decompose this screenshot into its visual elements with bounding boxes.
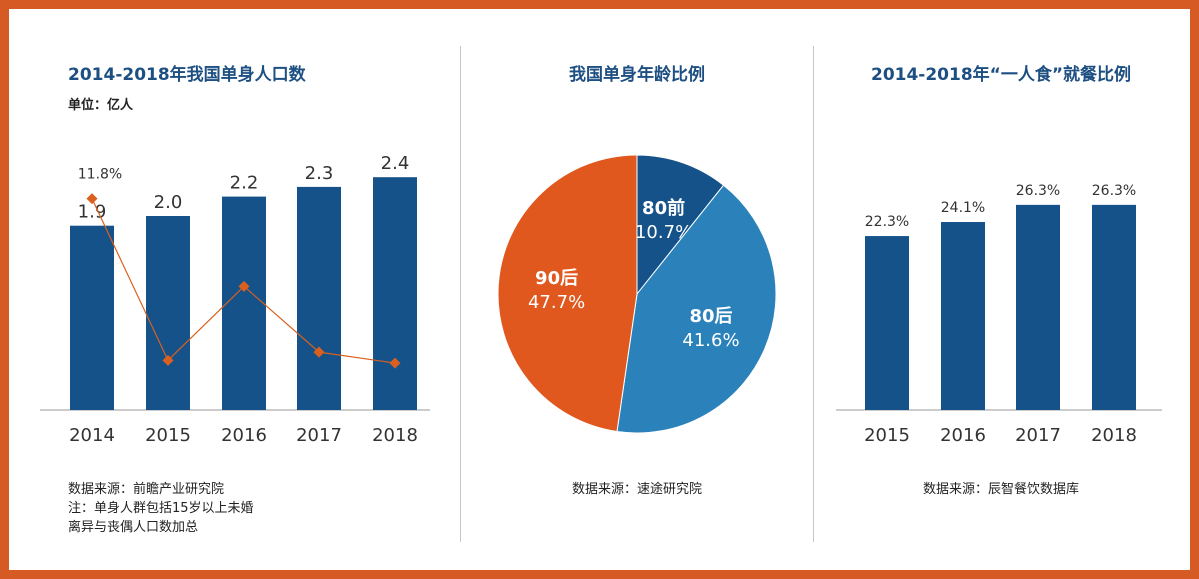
chart1-tick-2014: 2014 [69, 425, 115, 446]
chart1-tick-2017: 2017 [296, 425, 342, 446]
chart1-bar-label-2015: 2.0 [154, 192, 183, 213]
chart3-bar-label-2015: 22.3% [865, 214, 909, 230]
chart3-bar-2015 [865, 236, 909, 410]
chart1-bar-2018 [373, 177, 417, 410]
chart2-slice-label-90后: 47.7% [528, 292, 585, 313]
panel1-title: 2014-2018年我国单身人口数 [68, 65, 306, 85]
chart2-slice-label-80后: 41.6% [682, 330, 739, 351]
panel2-note: 数据来源：速途研究院 [571, 482, 703, 497]
chart1-line-point-2018 [389, 357, 401, 369]
chart2-slice-name-80前: 80前 [642, 197, 685, 219]
chart3-bar-2018 [1092, 204, 1136, 410]
chart1-line-label-2014: 11.8% [78, 167, 122, 183]
chart1-bar-label-2017: 2.3 [305, 163, 334, 184]
chart3-bar-2017 [1016, 204, 1060, 410]
panel2-title: 我国单身年龄比例 [569, 65, 705, 85]
chart1-bar-label-2018: 2.4 [381, 153, 410, 174]
chart1-line-point-2015 [162, 354, 174, 366]
chart1-line-point-2014 [86, 193, 98, 205]
chart3-tick-2015: 2015 [864, 425, 910, 446]
chart3-bar-label-2016: 24.1% [941, 200, 985, 216]
chart2-slice-80后 [616, 184, 777, 434]
chart2-slice-label-80前: 10.7% [635, 222, 692, 243]
chart1-tick-2016: 2016 [221, 425, 267, 446]
panel1-note-line3: 离异与丧偶人口数加总 [68, 520, 199, 535]
chart3-tick-2017: 2017 [1015, 425, 1061, 446]
chart1-bar-label-2014: 1.9 [78, 202, 107, 223]
chart1-bar-label-2016: 2.2 [230, 173, 259, 194]
panel1-note-source: 数据来源：前瞻产业研究院 [68, 482, 225, 497]
chart3-tick-2016: 2016 [940, 425, 986, 446]
panel1-unit: 单位：亿人 [68, 98, 134, 113]
panel3-title: 2014-2018年“一人食”就餐比例 [870, 65, 1132, 85]
divider-right [813, 46, 814, 542]
panel1-notes: 数据来源：前瞻产业研究院 注：单身人群包括15岁以上未婚 离异与丧偶人口数加总 [68, 480, 254, 537]
chart2-slice-90后 [497, 154, 638, 433]
chart1-tick-2018: 2018 [372, 425, 418, 446]
chart2-slice-name-90后: 90后 [535, 268, 578, 289]
chart1-bar-2015 [146, 216, 190, 410]
chart1-bar-2014 [70, 225, 114, 410]
chart2-slice-name-80后: 80后 [689, 306, 732, 327]
chart3-bar-label-2018: 26.3% [1092, 183, 1136, 199]
chart1-tick-2015: 2015 [145, 425, 191, 446]
chart3-tick-2018: 2018 [1091, 425, 1137, 446]
panel3-note: 数据来源：辰智餐饮数据库 [922, 482, 1080, 497]
chart1-bar-2016 [222, 196, 266, 410]
chart1-line-point-2016 [238, 280, 250, 292]
chart1-bar-2017 [297, 186, 341, 410]
panel1-note-line2: 注：单身人群包括15岁以上未婚 [68, 501, 254, 516]
chart2-slice-80前 [636, 154, 725, 296]
chart3-bar-label-2017: 26.3% [1016, 183, 1060, 199]
divider-left [460, 46, 461, 542]
chart1-line-point-2017 [313, 346, 325, 358]
chart3-bar-2016 [941, 222, 985, 410]
